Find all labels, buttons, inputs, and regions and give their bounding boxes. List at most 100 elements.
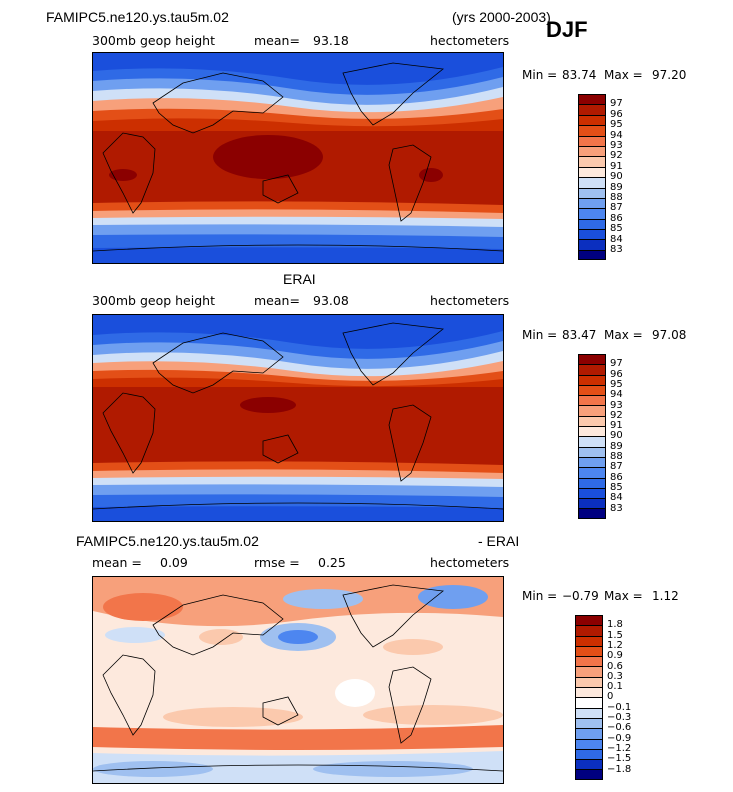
panel1-colorbar [578, 94, 606, 261]
colorbar-swatch [575, 738, 603, 749]
colorbar-level-label: 92 [610, 409, 623, 421]
season-label: DJF [546, 17, 588, 42]
colorbar-level-label: 0.1 [607, 681, 623, 693]
colorbar-level-label: 86 [610, 471, 623, 483]
colorbar-swatch [575, 748, 603, 760]
colorbar-swatch [578, 229, 606, 240]
colorbar-swatch [575, 645, 603, 657]
colorbar-swatch [578, 104, 606, 115]
colorbar-swatch [578, 125, 606, 136]
colorbar-swatch [578, 354, 606, 365]
panel2-map [92, 314, 504, 522]
colorbar-level-label: 1.8 [607, 619, 623, 631]
colorbar-level-label: 96 [610, 368, 623, 380]
colorbar-swatch [578, 177, 606, 188]
colorbar-swatch [578, 508, 606, 519]
colorbar-swatch [578, 426, 606, 437]
colorbar-swatch [578, 456, 606, 468]
colorbar-swatch [578, 166, 606, 178]
panel3-min-label: Min = [522, 589, 558, 603]
colorbar-swatch [575, 656, 603, 667]
colorbar-level-label: 84 [610, 233, 623, 245]
colorbar-swatch [578, 94, 606, 105]
colorbar-swatch [578, 436, 606, 447]
colorbar-level-label: 95 [610, 378, 623, 390]
colorbar-level-label: 90 [610, 171, 623, 183]
colorbar-swatch [575, 676, 603, 688]
colorbar-level-label: −1.5 [607, 753, 632, 765]
colorbar-swatch [575, 717, 603, 729]
panel1-field-label: 300mb geop height [92, 33, 215, 48]
colorbar-level-label: 0.3 [607, 670, 623, 682]
panel1-mean-value: 93.18 [313, 33, 349, 48]
panel2-max-value: 97.08 [652, 328, 687, 342]
colorbar-level-label: 92 [610, 150, 623, 162]
panel3-mean-value: 0.09 [160, 555, 188, 570]
colorbar-swatch [578, 498, 606, 509]
colorbar-level-label: 1.2 [607, 639, 623, 651]
colorbar-level-label: 86 [610, 212, 623, 224]
colorbar-level-label: 88 [610, 451, 623, 462]
colorbar-swatch [578, 467, 606, 478]
colorbar-swatch [575, 687, 603, 698]
colorbar-swatch [578, 405, 606, 416]
colorbar-level-label: −0.3 [607, 712, 632, 723]
panel3-units: hectometers [430, 555, 510, 570]
colorbar-swatch [578, 187, 606, 198]
colorbar-level-label: 87 [610, 461, 623, 473]
panel3-diff-label: - ERAI [478, 533, 520, 549]
panel1-map [92, 52, 504, 264]
colorbar-swatch [578, 239, 606, 250]
colorbar-level-label: 88 [610, 192, 623, 203]
colorbar-level-label: 90 [610, 430, 623, 442]
colorbar-swatch [578, 249, 606, 261]
panel2-max-label: Max = [604, 328, 643, 342]
colorbar-level-label: 97 [610, 358, 623, 370]
colorbar-swatch [578, 395, 606, 406]
colorbar-level-label: 85 [610, 481, 623, 493]
panel2-mean-label: mean= [254, 293, 300, 308]
colorbar-swatch [578, 374, 606, 385]
colorbar-level-label: 83 [610, 502, 623, 514]
colorbar-level-label: 83 [610, 244, 623, 255]
colorbar-level-label: 84 [610, 492, 623, 504]
colorbar-level-label: 89 [610, 440, 623, 452]
colorbar-swatch [578, 197, 606, 209]
panel3-max-label: Max = [604, 589, 643, 603]
colorbar-swatch [575, 728, 603, 739]
colorbar-swatch [578, 208, 606, 219]
panel2-contour-field [93, 315, 503, 521]
panel2-title: ERAI [283, 271, 316, 287]
panel3-rmse-label: rmse = [254, 555, 300, 570]
colorbar-level-label: 1.5 [607, 629, 623, 641]
colorbar-swatch [578, 218, 606, 230]
colorbar-level-label: 91 [610, 420, 623, 432]
colorbar-level-label: 93 [610, 140, 623, 151]
colorbar-level-label: −0.6 [607, 722, 632, 734]
colorbar-swatch [575, 697, 603, 708]
panel2-field-label: 300mb geop height [92, 293, 215, 308]
colorbar-swatch [578, 415, 606, 427]
panel3-rmse-value: 0.25 [318, 555, 346, 570]
colorbar-swatch [578, 114, 606, 126]
colorbar-swatch [575, 666, 603, 677]
colorbar-level-label: 0.6 [607, 660, 623, 672]
panel2-min-value: 83.47 [562, 328, 597, 342]
colorbar-level-label: 0.9 [607, 650, 623, 662]
colorbar-swatch [575, 615, 603, 626]
panel2-units: hectometers [430, 293, 510, 308]
panel1-model-title: FAMIPC5.ne120.ys.tau5m.02 [46, 9, 229, 25]
panel1-max-value: 97.20 [652, 68, 687, 82]
panel3-colorbar [575, 615, 603, 780]
colorbar-swatch [575, 759, 603, 770]
panel3-model-title: FAMIPC5.ne120.ys.tau5m.02 [76, 533, 259, 549]
colorbar-level-label: 94 [610, 389, 623, 401]
colorbar-swatch [575, 707, 603, 718]
colorbar-level-label: −1.8 [607, 763, 632, 775]
colorbar-level-label: 95 [610, 119, 623, 131]
colorbar-swatch [575, 625, 603, 636]
panel2-mean-value: 93.08 [313, 293, 349, 308]
panel1-min-label: Min = [522, 68, 558, 82]
colorbar-swatch [578, 477, 606, 488]
colorbar-level-label: 91 [610, 160, 623, 172]
